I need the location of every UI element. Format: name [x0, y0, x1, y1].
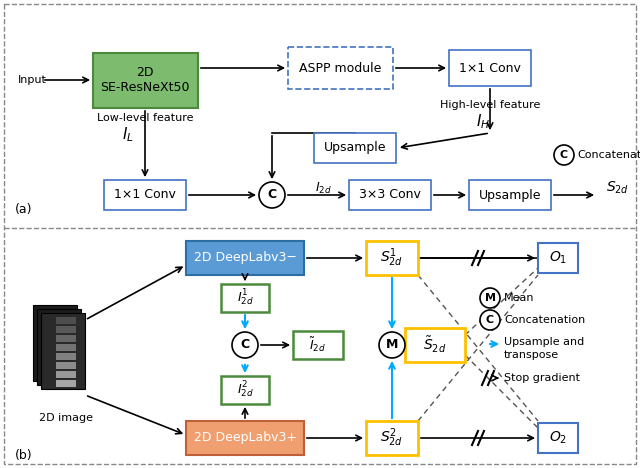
- FancyBboxPatch shape: [93, 52, 198, 108]
- Text: M: M: [386, 338, 398, 351]
- Circle shape: [259, 182, 285, 208]
- Text: ASPP module: ASPP module: [299, 61, 381, 74]
- FancyBboxPatch shape: [287, 47, 392, 89]
- FancyBboxPatch shape: [186, 241, 304, 275]
- Text: $\mathit{I}^1_{2d}$: $\mathit{I}^1_{2d}$: [237, 288, 253, 308]
- FancyBboxPatch shape: [4, 4, 636, 464]
- Text: 2D image: 2D image: [39, 413, 93, 423]
- Text: $\mathit{S}^2_{2d}$: $\mathit{S}^2_{2d}$: [380, 427, 404, 449]
- FancyBboxPatch shape: [33, 305, 77, 381]
- Circle shape: [480, 288, 500, 308]
- FancyBboxPatch shape: [56, 344, 76, 351]
- FancyBboxPatch shape: [405, 328, 465, 362]
- FancyBboxPatch shape: [469, 180, 551, 210]
- Text: transpose: transpose: [504, 350, 559, 360]
- FancyBboxPatch shape: [104, 180, 186, 210]
- Text: $\mathit{O}_2$: $\mathit{O}_2$: [549, 430, 567, 446]
- FancyBboxPatch shape: [221, 284, 269, 312]
- FancyBboxPatch shape: [366, 421, 418, 455]
- FancyBboxPatch shape: [56, 371, 76, 378]
- Text: $\mathit{I}_{2d}$: $\mathit{I}_{2d}$: [315, 181, 332, 196]
- Text: Input: Input: [18, 75, 47, 85]
- Circle shape: [379, 332, 405, 358]
- Text: Mean: Mean: [504, 293, 534, 303]
- Text: (a): (a): [15, 204, 33, 217]
- Text: $\mathit{S}^1_{2d}$: $\mathit{S}^1_{2d}$: [380, 247, 404, 269]
- Text: High-level feature: High-level feature: [440, 100, 540, 110]
- Text: M: M: [484, 293, 495, 303]
- FancyBboxPatch shape: [449, 50, 531, 86]
- Text: $\mathit{S}_{2d}$: $\mathit{S}_{2d}$: [606, 180, 629, 196]
- FancyBboxPatch shape: [221, 376, 269, 404]
- Text: 3×3 Conv: 3×3 Conv: [359, 189, 421, 202]
- Circle shape: [232, 332, 258, 358]
- Text: Upsample: Upsample: [324, 141, 387, 154]
- FancyBboxPatch shape: [56, 317, 76, 324]
- FancyBboxPatch shape: [56, 380, 76, 387]
- Circle shape: [554, 145, 574, 165]
- Text: $\mathit{I}_L$: $\mathit{I}_L$: [122, 125, 134, 144]
- FancyBboxPatch shape: [538, 423, 578, 453]
- FancyBboxPatch shape: [56, 353, 76, 360]
- FancyBboxPatch shape: [293, 331, 343, 359]
- Text: 2D DeepLabv3+: 2D DeepLabv3+: [193, 431, 296, 445]
- Text: Upsample: Upsample: [479, 189, 541, 202]
- Text: Low-level feature: Low-level feature: [97, 113, 193, 123]
- FancyBboxPatch shape: [186, 421, 304, 455]
- Text: $\tilde{\mathit{I}}_{2d}$: $\tilde{\mathit{I}}_{2d}$: [310, 336, 326, 354]
- Circle shape: [480, 310, 500, 330]
- Text: 2D DeepLabv3−: 2D DeepLabv3−: [193, 251, 296, 264]
- FancyBboxPatch shape: [538, 243, 578, 273]
- Text: Concatenation: Concatenation: [577, 150, 640, 160]
- FancyBboxPatch shape: [56, 326, 76, 333]
- FancyBboxPatch shape: [37, 309, 81, 385]
- FancyBboxPatch shape: [41, 313, 85, 389]
- Text: Upsample and: Upsample and: [504, 337, 584, 347]
- Text: Concatenation: Concatenation: [504, 315, 585, 325]
- Text: 1×1 Conv: 1×1 Conv: [459, 61, 521, 74]
- Text: $\mathit{O}_1$: $\mathit{O}_1$: [549, 250, 567, 266]
- Text: C: C: [241, 338, 250, 351]
- Text: $\mathit{I}^2_{2d}$: $\mathit{I}^2_{2d}$: [237, 380, 253, 400]
- Text: Stop gradient: Stop gradient: [504, 373, 580, 383]
- Text: 2D
SE-ResNeXt50: 2D SE-ResNeXt50: [100, 66, 189, 94]
- FancyBboxPatch shape: [56, 362, 76, 369]
- FancyBboxPatch shape: [314, 133, 396, 163]
- Text: 1×1 Conv: 1×1 Conv: [114, 189, 176, 202]
- Text: $\mathit{I}_H$: $\mathit{I}_H$: [476, 113, 490, 132]
- FancyBboxPatch shape: [56, 335, 76, 342]
- Text: C: C: [268, 189, 276, 202]
- Text: $\tilde{\mathit{S}}_{2d}$: $\tilde{\mathit{S}}_{2d}$: [423, 335, 447, 355]
- Text: C: C: [486, 315, 494, 325]
- FancyBboxPatch shape: [366, 241, 418, 275]
- Text: (b): (b): [15, 448, 33, 461]
- Text: C: C: [560, 150, 568, 160]
- FancyBboxPatch shape: [349, 180, 431, 210]
